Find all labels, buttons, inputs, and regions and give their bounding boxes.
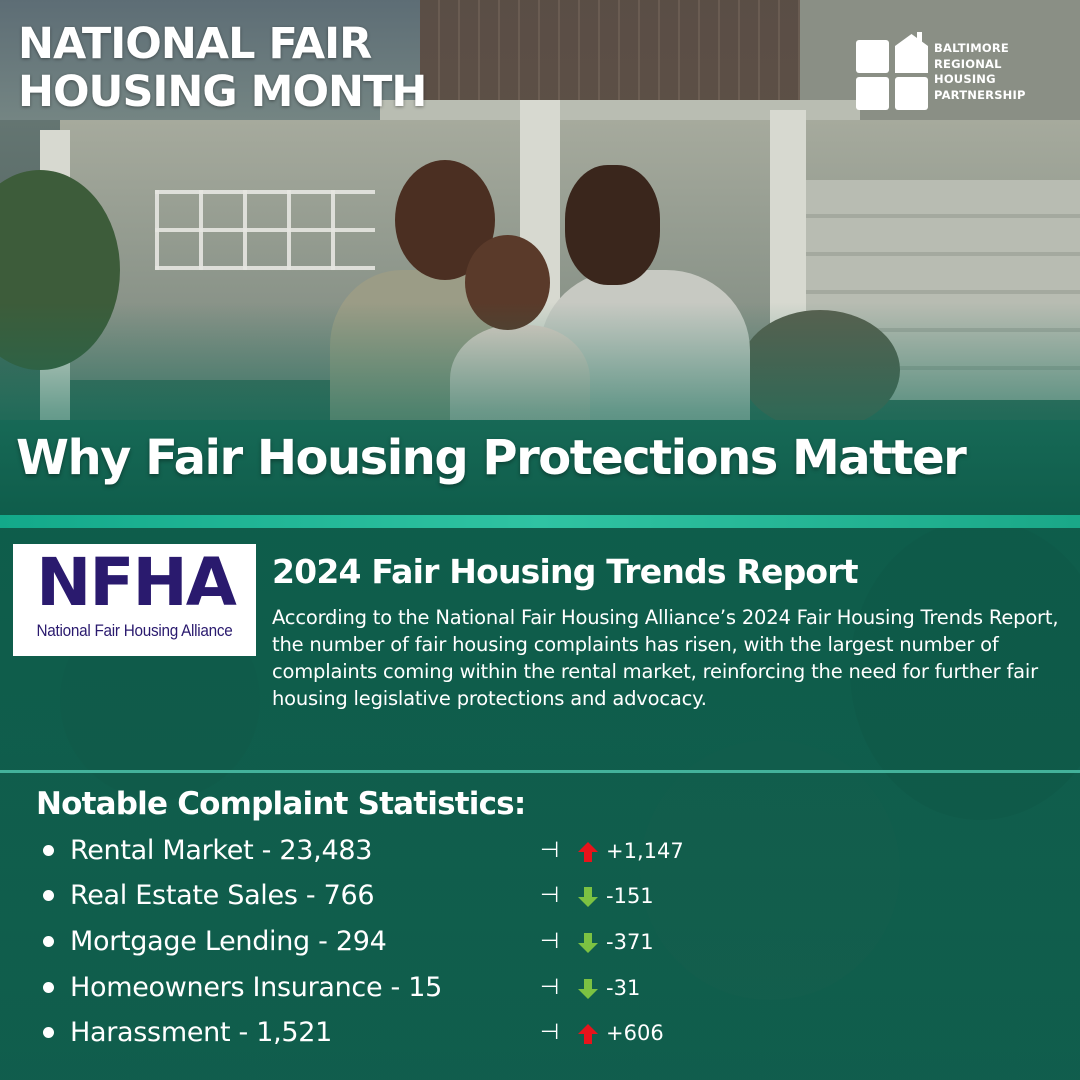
stat-change: +1,147 — [606, 839, 684, 863]
stat-label: Real Estate Sales - 766 — [70, 880, 375, 911]
divider-line — [0, 770, 1080, 773]
stats-title: Notable Complaint Statistics: — [36, 786, 526, 822]
stat-label: Mortgage Lending - 294 — [70, 926, 387, 957]
house-grid-icon — [856, 32, 928, 110]
logo-house-square — [895, 32, 928, 73]
arrow-down-icon — [578, 887, 598, 907]
logo-line2: REGIONAL — [934, 56, 1002, 71]
stat-row-mortgage: Mortgage Lending - 294 ⊣ -371 — [40, 921, 740, 965]
arrow-up-icon — [578, 842, 598, 862]
stat-label: Harassment - 1,521 — [70, 1017, 333, 1048]
stat-change: +606 — [606, 1021, 664, 1045]
arrow-down-icon — [578, 933, 598, 953]
bullet-icon — [43, 982, 54, 993]
stat-label: Homeowners Insurance - 15 — [70, 972, 443, 1003]
stat-change: -31 — [606, 976, 641, 1000]
logo-wordmark: BALTIMORE REGIONAL HOUSING PARTNERSHIP — [934, 41, 1064, 103]
page-title: NATIONAL FAIR HOUSING MONTH — [18, 20, 438, 116]
stat-separator: ⊣ — [540, 838, 560, 863]
logo-line4: PARTNERSHIP — [934, 87, 1026, 102]
bullet-icon — [43, 936, 54, 947]
stat-separator: ⊣ — [540, 975, 560, 1000]
headline: Why Fair Housing Protections Matter — [16, 430, 967, 486]
stat-separator: ⊣ — [540, 1020, 560, 1045]
logo-square — [856, 77, 889, 110]
bullet-icon — [43, 890, 54, 901]
brhp-logo: BALTIMORE REGIONAL HOUSING PARTNERSHIP — [856, 32, 1056, 110]
stat-change: -371 — [606, 930, 654, 954]
stat-separator: ⊣ — [540, 883, 560, 908]
arrow-up-icon — [578, 1024, 598, 1044]
logo-square — [895, 77, 928, 110]
bullet-icon — [43, 845, 54, 856]
stat-separator: ⊣ — [540, 929, 560, 954]
page-title-line1: NATIONAL FAIR — [18, 19, 372, 69]
stat-row-rental: Rental Market - 23,483 ⊣ +1,147 — [40, 830, 740, 874]
stat-row-harassment: Harassment - 1,521 ⊣ +606 — [40, 1012, 740, 1056]
logo-line3: HOUSING — [934, 72, 996, 86]
stat-row-insurance: Homeowners Insurance - 15 ⊣ -31 — [40, 967, 740, 1011]
report-title: 2024 Fair Housing Trends Report — [272, 552, 859, 591]
nfha-logo: NFHA National Fair Housing Alliance — [13, 544, 256, 656]
arrow-down-icon — [578, 979, 598, 999]
stat-row-real-estate: Real Estate Sales - 766 ⊣ -151 — [40, 875, 740, 919]
stat-change: -151 — [606, 884, 654, 908]
divider-bar — [0, 515, 1080, 528]
nfha-logo-letters: NFHA — [36, 544, 237, 621]
logo-square — [856, 40, 889, 73]
bullet-icon — [43, 1027, 54, 1038]
nfha-logo-subtitle: National Fair Housing Alliance — [36, 621, 233, 640]
logo-line1: BALTIMORE — [934, 41, 1009, 55]
report-body: According to the National Fair Housing A… — [272, 606, 1059, 710]
page-title-line2: HOUSING MONTH — [18, 67, 427, 117]
stat-label: Rental Market - 23,483 — [70, 835, 373, 866]
